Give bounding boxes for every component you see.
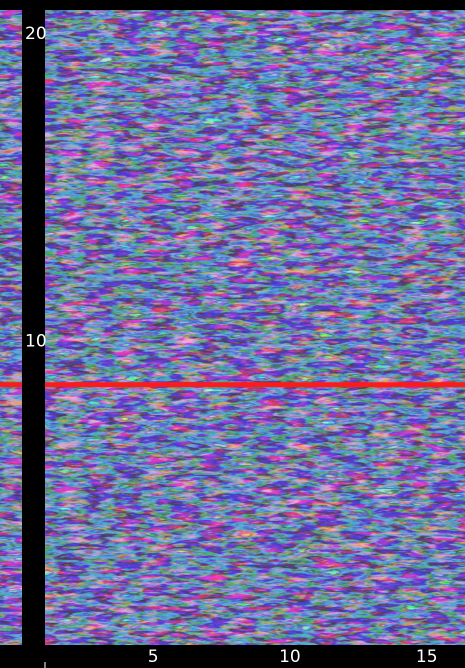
- x-tick-label: 10: [279, 647, 301, 667]
- spectrogram-texture: [0, 10, 465, 645]
- x-axis-strip: [0, 645, 465, 668]
- x-tick-label: 15: [416, 647, 438, 667]
- axis-bar: [22, 0, 45, 668]
- axis-bar-overlay: [22, 380, 45, 389]
- y-tick-label: 10: [25, 332, 47, 352]
- y-tick-label: 20: [25, 24, 47, 44]
- x-tick-label: 5: [148, 647, 159, 667]
